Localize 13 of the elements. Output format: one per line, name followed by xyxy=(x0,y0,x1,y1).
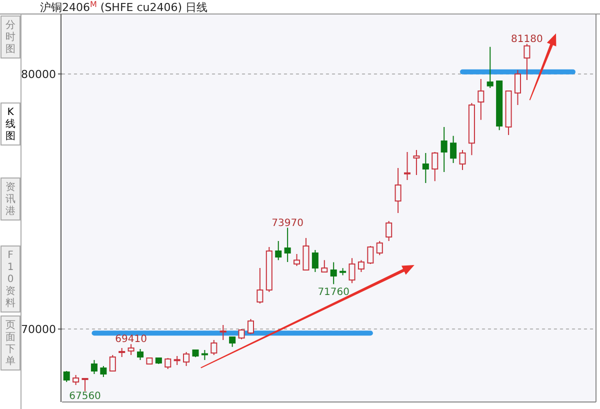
annotation: 71760 xyxy=(318,287,350,298)
annotation: 73970 xyxy=(272,218,304,229)
text: F10资料 xyxy=(6,250,16,309)
text: 页面下单 xyxy=(6,320,16,367)
annotation: 67560 xyxy=(69,391,101,402)
annotation: 69410 xyxy=(115,334,147,346)
y-tick-label: 80000 xyxy=(21,68,56,81)
text: 资讯港 xyxy=(6,181,16,217)
chart-title: 沪铜2406$^{M}$ (SHFE cu2406) 日线 xyxy=(40,0,208,14)
annotation: 81180 xyxy=(511,34,543,45)
text: K线图 xyxy=(6,107,16,142)
text: 分时图 xyxy=(6,19,16,55)
y-tick-label: 70000 xyxy=(21,323,56,336)
